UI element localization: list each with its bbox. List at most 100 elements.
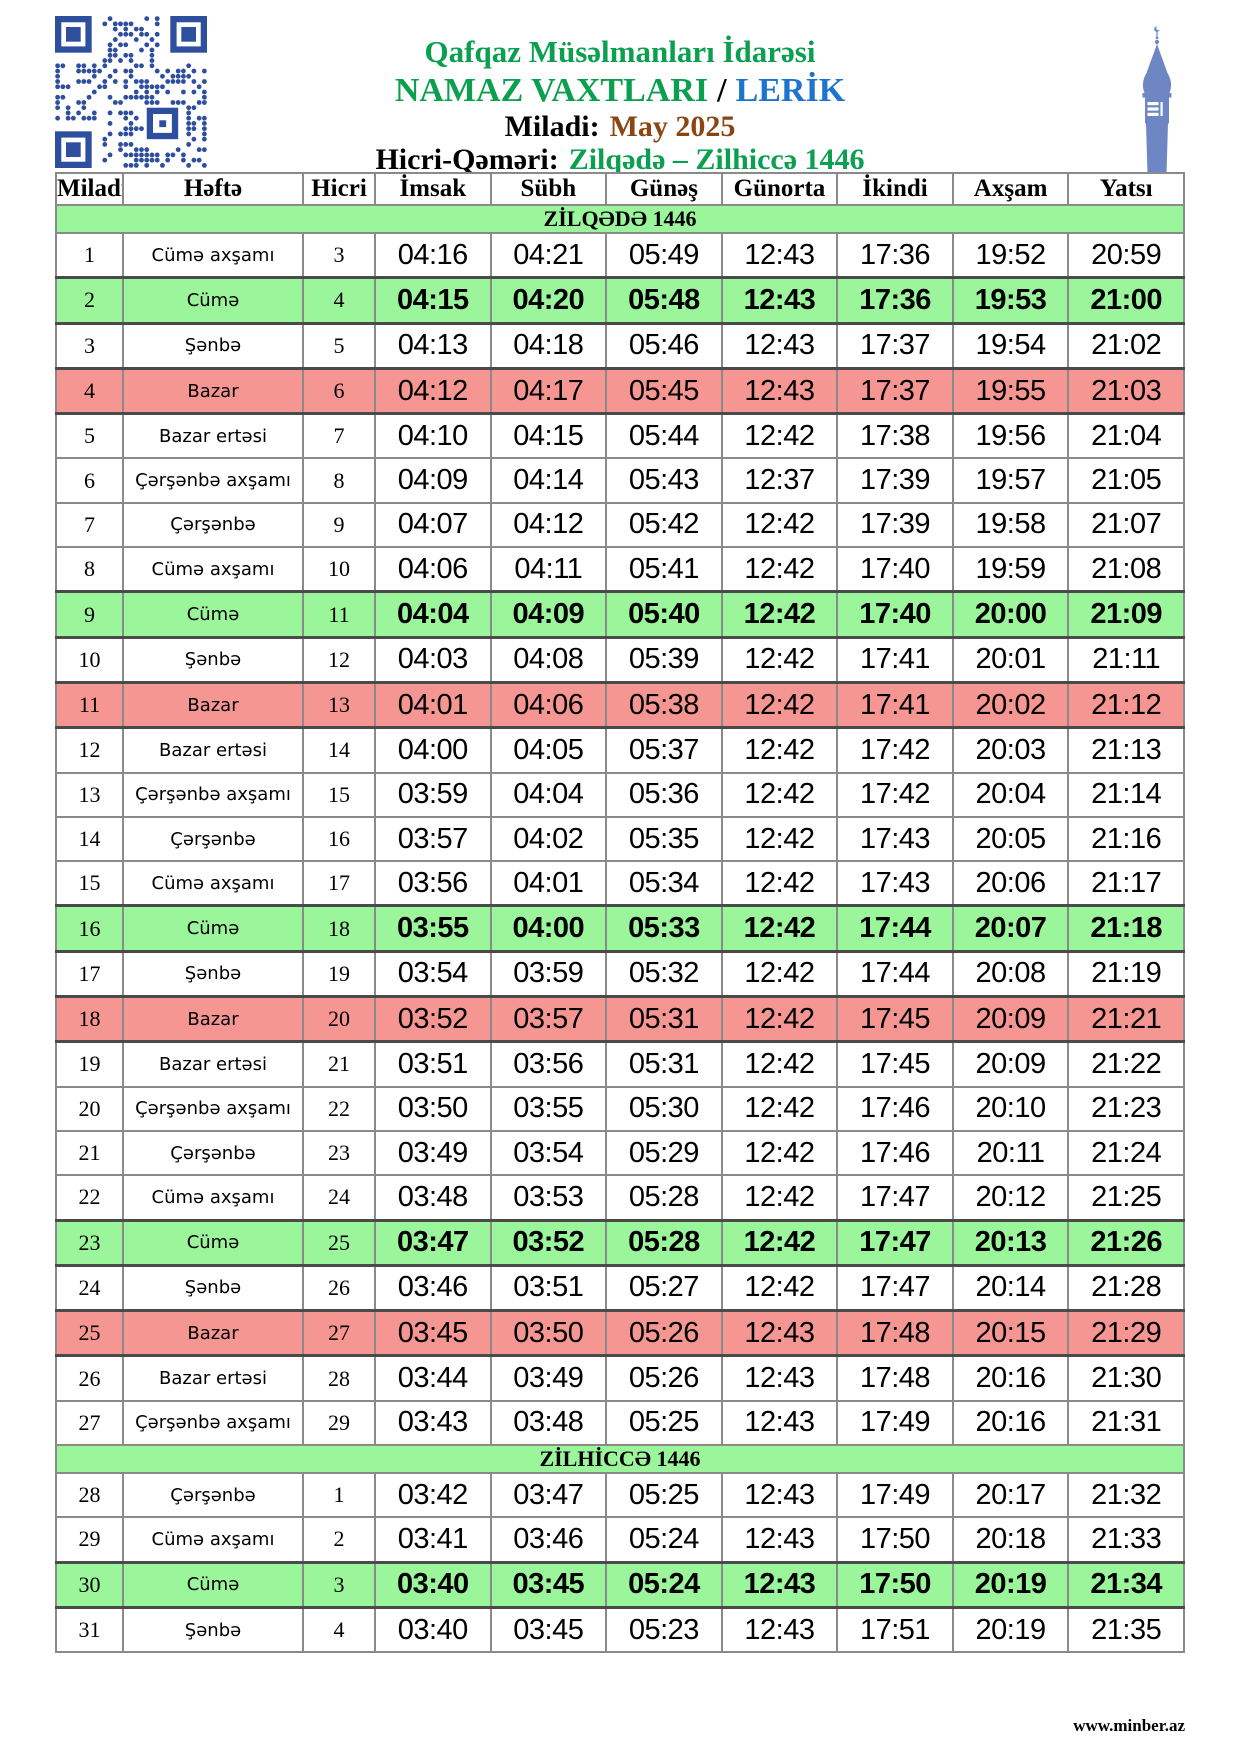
cell-time-sübh: 03:46	[489, 1516, 608, 1564]
cell-weekday: Şənbə	[122, 1606, 304, 1654]
cell-time-i̇kindi: 17:37	[836, 322, 954, 370]
cell-time-axşam: 20:11	[951, 1129, 1070, 1177]
cell-time-axşam: 20:18	[951, 1516, 1070, 1564]
cell-time-günəş: 05:46	[605, 322, 723, 370]
cell-time-sübh: 03:53	[489, 1174, 608, 1222]
cell-time-yatsı: 21:30	[1067, 1354, 1185, 1402]
cell-hicri-day: 6	[302, 366, 376, 416]
cell-time-yatsı: 21:34	[1067, 1560, 1185, 1609]
page-title: NAMAZ VAXTLARI / LERİK	[160, 71, 1080, 110]
cell-time-i̇kindi: 17:49	[836, 1399, 954, 1447]
cell-time-sübh: 03:50	[489, 1309, 608, 1358]
cell-miladi-day: 13	[55, 771, 124, 818]
cell-time-i̇kindi: 17:45	[836, 995, 954, 1044]
cell-weekday: Cümə axşamı	[122, 860, 304, 907]
miladi-line: Miladi: May 2025	[160, 110, 1080, 144]
cell-weekday: Çərşənbə	[122, 501, 304, 549]
cell-miladi-day: 28	[55, 1472, 124, 1519]
table-row: 26 Bazar ertəsi 28 03:44 03:49 05:26 12:43 17:4…	[55, 1354, 1185, 1402]
website-link[interactable]: www.minber.az	[1073, 1716, 1185, 1735]
cell-time-günorta: 12:43	[720, 276, 839, 325]
cell-time-günorta: 12:43	[720, 1516, 839, 1564]
cell-time-yatsı: 21:04	[1067, 412, 1185, 460]
cell-time-axşam: 20:02	[951, 680, 1070, 730]
cell-time-sübh: 04:05	[489, 726, 608, 774]
cell-time-i̇kindi: 17:43	[836, 860, 954, 907]
cell-time-yatsı: 21:24	[1067, 1129, 1185, 1177]
cell-time-i̇msak: 04:00	[374, 726, 492, 774]
cell-time-sübh: 03:56	[489, 1040, 608, 1088]
cell-weekday: Bazar	[122, 995, 304, 1044]
cell-hicri-day: 27	[302, 1309, 376, 1358]
cell-time-i̇kindi: 17:44	[836, 904, 954, 953]
cell-time-günorta: 12:42	[720, 412, 839, 460]
cell-time-i̇kindi: 17:51	[836, 1606, 954, 1654]
cell-hicri-day: 28	[302, 1354, 376, 1402]
cell-weekday: Bazar	[122, 1309, 304, 1358]
cell-time-yatsı: 21:00	[1067, 276, 1185, 325]
cell-weekday: Çərşənbə	[122, 1129, 304, 1177]
cell-time-sübh: 03:45	[489, 1560, 608, 1609]
cell-time-axşam: 20:14	[951, 1264, 1070, 1312]
cell-weekday: Çərşənbə axşamı	[122, 771, 304, 818]
cell-time-sübh: 03:51	[489, 1264, 608, 1312]
cell-time-sübh: 03:45	[489, 1606, 608, 1654]
cell-time-axşam: 20:01	[951, 636, 1070, 684]
cell-time-axşam: 19:53	[951, 276, 1070, 325]
cell-time-i̇msak: 03:42	[374, 1472, 492, 1519]
cell-time-i̇kindi: 17:42	[836, 726, 954, 774]
cell-time-i̇msak: 03:46	[374, 1264, 492, 1312]
table-row: 15 Cümə axşamı 17 03:56 04:01 05:34 12:42 17:43…	[55, 860, 1185, 907]
cell-hicri-day: 11	[302, 590, 376, 639]
table-row: 14 Çərşənbə 16 03:57 04:02 05:35 12:42 17:43 20:…	[55, 815, 1185, 863]
qr-code-icon	[55, 16, 207, 168]
cell-time-günəş: 05:31	[605, 1040, 723, 1088]
cell-hicri-day: 20	[302, 995, 376, 1044]
cell-time-axşam: 20:09	[951, 1040, 1070, 1088]
hicri-label: Hicri-Qəməri:	[375, 143, 559, 177]
cell-time-i̇msak: 03:52	[374, 995, 492, 1044]
cell-time-günorta: 12:42	[720, 815, 839, 863]
column-header-miladi: Miladi	[55, 172, 124, 206]
cell-hicri-day: 10	[302, 546, 376, 593]
cell-time-sübh: 04:12	[489, 501, 608, 549]
cell-time-i̇kindi: 17:47	[836, 1174, 954, 1222]
cell-hicri-day: 19	[302, 950, 376, 998]
cell-time-sübh: 04:15	[489, 412, 608, 460]
cell-time-yatsı: 21:35	[1067, 1606, 1185, 1654]
table-row: 16 Cümə 18 03:55 04:00 05:33 12:42 17:44 20:07 21…	[55, 904, 1185, 953]
cell-time-yatsı: 21:33	[1067, 1516, 1185, 1564]
table-row: 7 Çərşənbə 9 04:07 04:12 05:42 12:42 17:39 19:58…	[55, 501, 1185, 549]
cell-miladi-day: 10	[55, 636, 124, 684]
cell-time-günorta: 12:42	[720, 1129, 839, 1177]
table-row: 27 Çərşənbə axşamı 29 03:43 03:48 05:25 12:43 1…	[55, 1399, 1185, 1447]
cell-time-i̇kindi: 17:39	[836, 457, 954, 504]
cell-hicri-day: 21	[302, 1040, 376, 1088]
cell-time-günəş: 05:45	[605, 366, 723, 416]
cell-time-günorta: 12:42	[720, 1174, 839, 1222]
table-row: 10 Şənbə 12 04:03 04:08 05:39 12:42 17:41 20:01 2…	[55, 636, 1185, 684]
cell-hicri-day: 4	[302, 1606, 376, 1654]
cell-hicri-day: 22	[302, 1085, 376, 1132]
cell-time-i̇kindi: 17:50	[836, 1516, 954, 1564]
cell-weekday: Çərşənbə axşamı	[122, 1085, 304, 1132]
cell-hicri-day: 1	[302, 1472, 376, 1519]
cell-miladi-day: 24	[55, 1264, 124, 1312]
cell-time-sübh: 04:14	[489, 457, 608, 504]
cell-weekday: Şənbə	[122, 322, 304, 370]
cell-time-axşam: 20:12	[951, 1174, 1070, 1222]
cell-time-i̇msak: 04:15	[374, 276, 492, 325]
cell-time-i̇msak: 04:09	[374, 457, 492, 504]
cell-time-günorta: 12:42	[720, 995, 839, 1044]
cell-time-günəş: 05:31	[605, 995, 723, 1044]
cell-time-yatsı: 21:23	[1067, 1085, 1185, 1132]
cell-time-i̇msak: 03:41	[374, 1516, 492, 1564]
cell-time-günəş: 05:37	[605, 726, 723, 774]
cell-time-günorta: 12:42	[720, 771, 839, 818]
cell-time-axşam: 19:54	[951, 322, 1070, 370]
cell-time-sübh: 04:00	[489, 904, 608, 953]
column-header-günəş: Günəş	[605, 172, 723, 206]
cell-time-günəş: 05:49	[605, 232, 723, 279]
cell-weekday: Bazar ertəsi	[122, 726, 304, 774]
cell-miladi-day: 25	[55, 1309, 124, 1358]
